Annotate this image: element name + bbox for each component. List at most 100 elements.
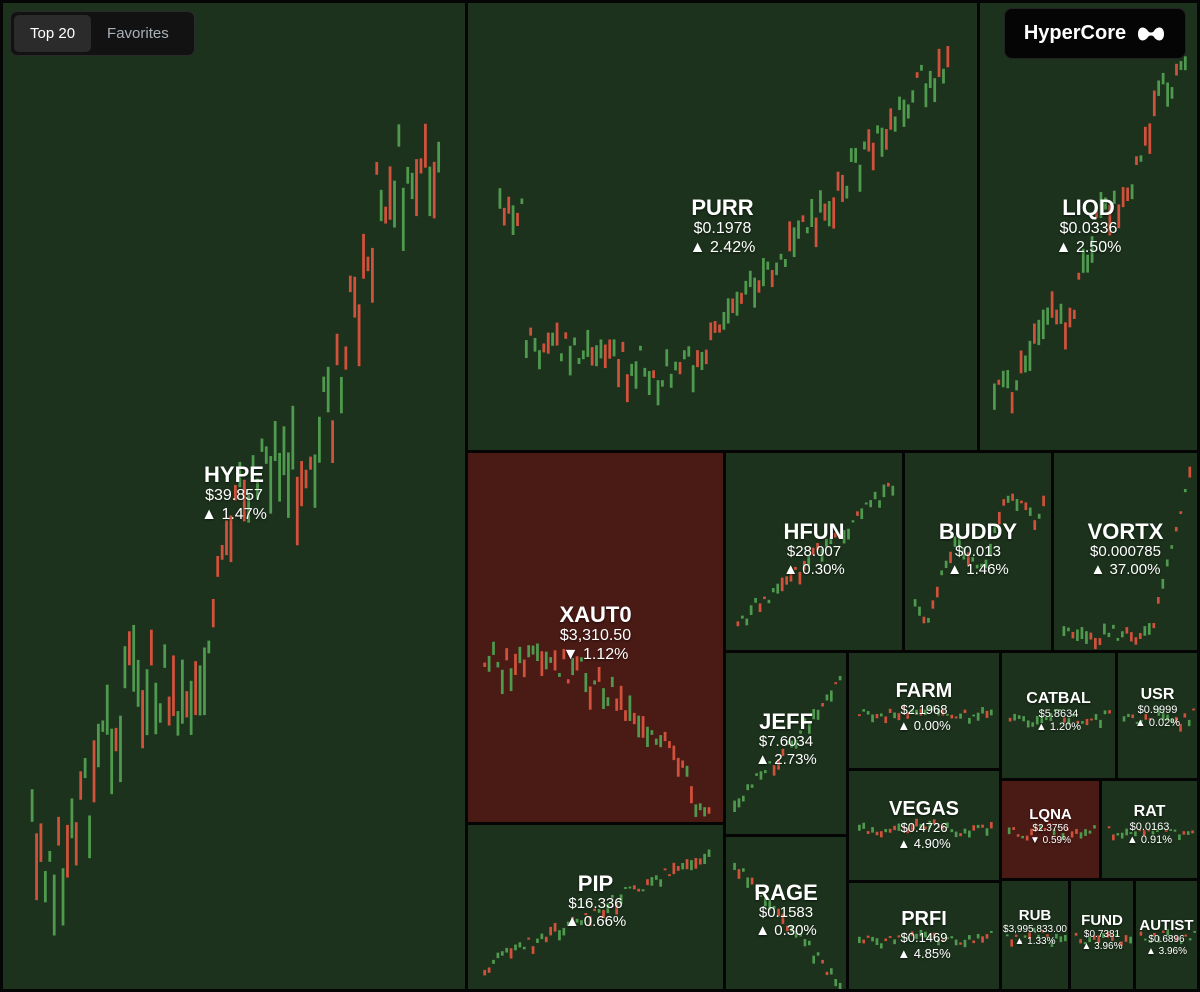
candle: [424, 123, 427, 168]
candle: [746, 877, 750, 888]
candle: [625, 374, 629, 403]
candle: [832, 197, 836, 229]
candle: [641, 889, 645, 892]
candle: [1116, 637, 1120, 641]
candle: [812, 955, 816, 964]
candle: [794, 739, 798, 749]
candle: [993, 383, 996, 410]
candle: [1174, 716, 1178, 724]
tile-rub[interactable]: RUB $3,995,833.00 ▲ 1.33%: [999, 878, 1071, 992]
candle: [906, 936, 910, 939]
candlestick-chart: [483, 641, 711, 817]
tile-usr[interactable]: USR $0.9999 ▲ 0.02%: [1115, 650, 1200, 781]
tab-top-20[interactable]: Top 20: [14, 15, 92, 52]
candle: [788, 221, 792, 252]
candle: [1033, 323, 1036, 344]
candle: [1007, 827, 1011, 835]
candle: [906, 712, 910, 719]
candle: [544, 936, 548, 943]
candle: [772, 905, 776, 909]
candlestick-chart: [858, 705, 993, 724]
candle: [1033, 520, 1037, 530]
tile-buddy[interactable]: BUDDY $0.013 ▲ 1.46%: [902, 450, 1054, 653]
candle: [833, 532, 837, 538]
candle: [790, 925, 794, 932]
candlestick-chart: [1139, 929, 1196, 944]
tile-hype[interactable]: HYPE $39.857 ▲ 1.47%: [0, 0, 468, 992]
candle: [1175, 936, 1178, 941]
candle: [260, 438, 264, 452]
candle: [811, 547, 815, 555]
candle: [748, 270, 752, 288]
candle: [985, 828, 989, 836]
candle: [234, 484, 237, 501]
candle: [553, 650, 557, 671]
candle: [672, 862, 676, 875]
candle: [932, 705, 936, 709]
candle: [1127, 713, 1130, 718]
tile-jeff[interactable]: JEFF $7.6034 ▲ 2.73%: [723, 650, 849, 837]
candle: [827, 201, 831, 227]
candle: [893, 939, 896, 945]
candle: [950, 936, 954, 939]
tile-prfi[interactable]: PRFI $0.1469 ▲ 4.85%: [846, 880, 1002, 992]
tile-rage[interactable]: RAGE $0.1583 ▲ 0.30%: [723, 834, 849, 992]
tile-catbal[interactable]: CATBAL $5.8634 ▲ 1.20%: [999, 650, 1118, 781]
candle: [1037, 513, 1041, 519]
candle: [1134, 831, 1137, 837]
candle: [529, 327, 533, 336]
tile-liqd[interactable]: LIQD $0.0336 ▲ 2.50%: [977, 0, 1200, 453]
tile-lqna[interactable]: LQNA $2.3756 ▼ 0.59%: [999, 778, 1102, 881]
candle: [953, 536, 957, 547]
candle: [1011, 493, 1014, 501]
candle: [610, 676, 614, 688]
tab-favorites[interactable]: Favorites: [107, 25, 169, 42]
tile-autist[interactable]: AUTIST $0.6896 ▲ 3.96%: [1133, 878, 1200, 992]
tile-hfun[interactable]: HFUN $28.007 ▲ 0.30%: [723, 450, 905, 653]
candle: [1053, 709, 1057, 712]
candle: [866, 935, 870, 938]
candle: [70, 798, 74, 839]
candle: [882, 484, 886, 498]
candle: [736, 621, 740, 627]
candle: [119, 715, 122, 783]
candle: [1028, 340, 1032, 371]
candle: [584, 913, 588, 916]
candle: [866, 711, 870, 715]
candlestick-chart: [1007, 823, 1096, 841]
candle: [132, 624, 136, 692]
candle: [571, 657, 575, 676]
candle: [940, 570, 944, 576]
candle: [963, 939, 967, 948]
tile-farm[interactable]: FARM $2.1968 ▲ 0.00%: [846, 650, 1002, 771]
candle: [935, 586, 939, 598]
candle: [1019, 350, 1023, 374]
candle: [985, 710, 989, 718]
tile-fund[interactable]: FUND $0.7381 ▲ 3.96%: [1068, 878, 1136, 992]
candle: [35, 833, 38, 901]
tile-pip[interactable]: PIP $16.336 ▲ 0.66%: [465, 822, 726, 992]
candle: [1139, 931, 1143, 936]
candle: [1184, 934, 1187, 937]
candle: [959, 833, 962, 837]
tile-xaut0[interactable]: XAUT0 $3,310.50 ▼ 1.12%: [465, 450, 726, 825]
tile-purr[interactable]: PURR $0.1978 ▲ 2.42%: [465, 0, 980, 453]
candle: [668, 874, 671, 877]
candle: [862, 822, 866, 829]
candle: [962, 547, 966, 560]
tile-vortx[interactable]: VORTX $0.000785 ▲ 37.00%: [1051, 450, 1200, 653]
tile-rat[interactable]: RAT $0.0163 ▲ 0.91%: [1099, 778, 1200, 881]
candle: [1085, 718, 1089, 726]
candle: [397, 124, 401, 147]
candle: [603, 344, 607, 369]
candle: [1144, 938, 1147, 941]
tile-vegas[interactable]: VEGAS $0.4726 ▲ 4.90%: [846, 768, 1002, 883]
candlestick-chart: [913, 493, 1045, 624]
candle: [863, 141, 866, 150]
candle: [496, 952, 500, 959]
candlestick-chart: [993, 56, 1187, 414]
candle: [1046, 934, 1049, 937]
candle: [968, 717, 971, 724]
hypercore-badge[interactable]: HyperCore: [1004, 8, 1186, 59]
candle: [393, 180, 396, 228]
